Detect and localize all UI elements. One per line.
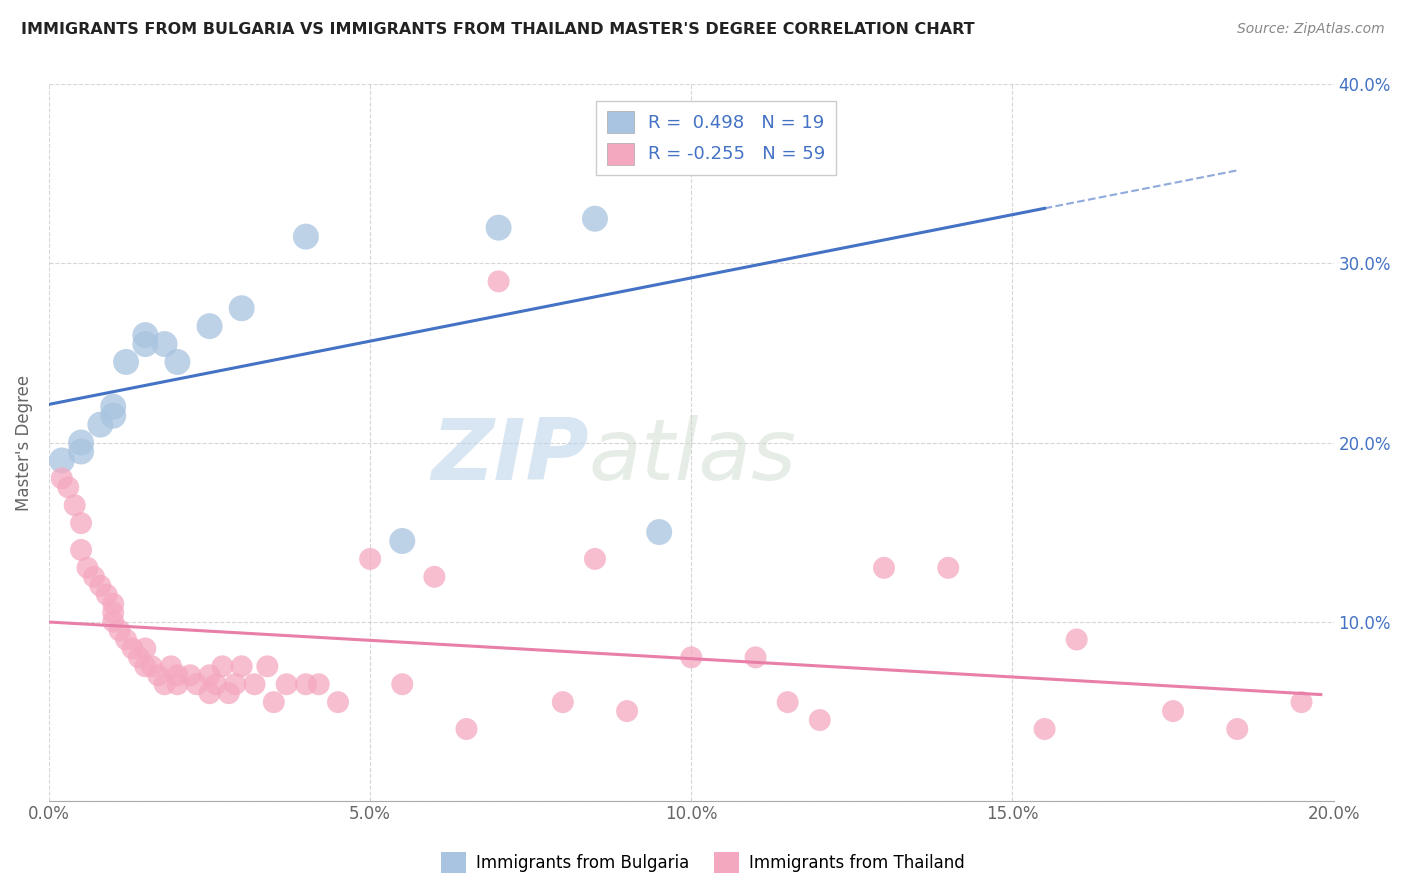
Point bbox=[103, 597, 125, 611]
Point bbox=[456, 722, 478, 736]
Point bbox=[166, 355, 188, 369]
Point bbox=[166, 677, 188, 691]
Point bbox=[873, 561, 896, 575]
Point bbox=[153, 677, 176, 691]
Text: IMMIGRANTS FROM BULGARIA VS IMMIGRANTS FROM THAILAND MASTER'S DEGREE CORRELATION: IMMIGRANTS FROM BULGARIA VS IMMIGRANTS F… bbox=[21, 22, 974, 37]
Point bbox=[359, 552, 381, 566]
Point bbox=[153, 337, 176, 351]
Point bbox=[103, 606, 125, 620]
Point bbox=[121, 641, 143, 656]
Point bbox=[583, 552, 606, 566]
Point bbox=[70, 516, 93, 530]
Point bbox=[1066, 632, 1088, 647]
Point bbox=[391, 677, 413, 691]
Point bbox=[243, 677, 266, 691]
Point bbox=[58, 480, 80, 494]
Point bbox=[256, 659, 278, 673]
Point bbox=[134, 337, 156, 351]
Point bbox=[936, 561, 959, 575]
Point bbox=[551, 695, 574, 709]
Point bbox=[51, 471, 73, 485]
Point bbox=[63, 498, 86, 512]
Point bbox=[295, 229, 318, 244]
Point bbox=[488, 220, 510, 235]
Point bbox=[134, 641, 156, 656]
Point bbox=[134, 328, 156, 343]
Point bbox=[179, 668, 201, 682]
Point bbox=[648, 524, 671, 539]
Point bbox=[326, 695, 349, 709]
Point bbox=[391, 534, 413, 549]
Point bbox=[488, 274, 510, 288]
Point bbox=[224, 677, 246, 691]
Point bbox=[231, 659, 253, 673]
Point bbox=[295, 677, 318, 691]
Point bbox=[186, 677, 208, 691]
Point bbox=[231, 301, 253, 316]
Point bbox=[70, 444, 93, 458]
Point bbox=[1033, 722, 1056, 736]
Point bbox=[166, 668, 188, 682]
Point bbox=[70, 543, 93, 558]
Point bbox=[423, 570, 446, 584]
Point bbox=[616, 704, 638, 718]
Point bbox=[96, 588, 118, 602]
Point bbox=[83, 570, 105, 584]
Point bbox=[141, 659, 163, 673]
Text: Source: ZipAtlas.com: Source: ZipAtlas.com bbox=[1237, 22, 1385, 37]
Point bbox=[70, 435, 93, 450]
Point bbox=[681, 650, 703, 665]
Point bbox=[103, 409, 125, 423]
Point bbox=[103, 400, 125, 414]
Point bbox=[89, 579, 111, 593]
Point bbox=[808, 713, 831, 727]
Point bbox=[160, 659, 183, 673]
Point bbox=[115, 632, 138, 647]
Point bbox=[776, 695, 799, 709]
Point bbox=[198, 319, 221, 334]
Point bbox=[276, 677, 298, 691]
Point bbox=[1161, 704, 1184, 718]
Point bbox=[134, 659, 156, 673]
Point bbox=[205, 677, 228, 691]
Point bbox=[76, 561, 98, 575]
Legend: R =  0.498   N = 19, R = -0.255   N = 59: R = 0.498 N = 19, R = -0.255 N = 59 bbox=[596, 101, 837, 176]
Point bbox=[103, 615, 125, 629]
Legend: Immigrants from Bulgaria, Immigrants from Thailand: Immigrants from Bulgaria, Immigrants fro… bbox=[434, 846, 972, 880]
Point bbox=[198, 686, 221, 700]
Point bbox=[128, 650, 150, 665]
Point bbox=[115, 355, 138, 369]
Point bbox=[744, 650, 766, 665]
Point bbox=[1226, 722, 1249, 736]
Point bbox=[108, 624, 131, 638]
Point bbox=[146, 668, 169, 682]
Text: ZIP: ZIP bbox=[430, 416, 589, 499]
Point bbox=[211, 659, 233, 673]
Point bbox=[744, 140, 766, 154]
Point bbox=[89, 417, 111, 432]
Point bbox=[263, 695, 285, 709]
Point bbox=[308, 677, 330, 691]
Point bbox=[51, 453, 73, 467]
Point bbox=[1291, 695, 1313, 709]
Text: atlas: atlas bbox=[589, 416, 797, 499]
Point bbox=[583, 211, 606, 226]
Y-axis label: Master's Degree: Master's Degree bbox=[15, 375, 32, 510]
Point bbox=[198, 668, 221, 682]
Point bbox=[218, 686, 240, 700]
